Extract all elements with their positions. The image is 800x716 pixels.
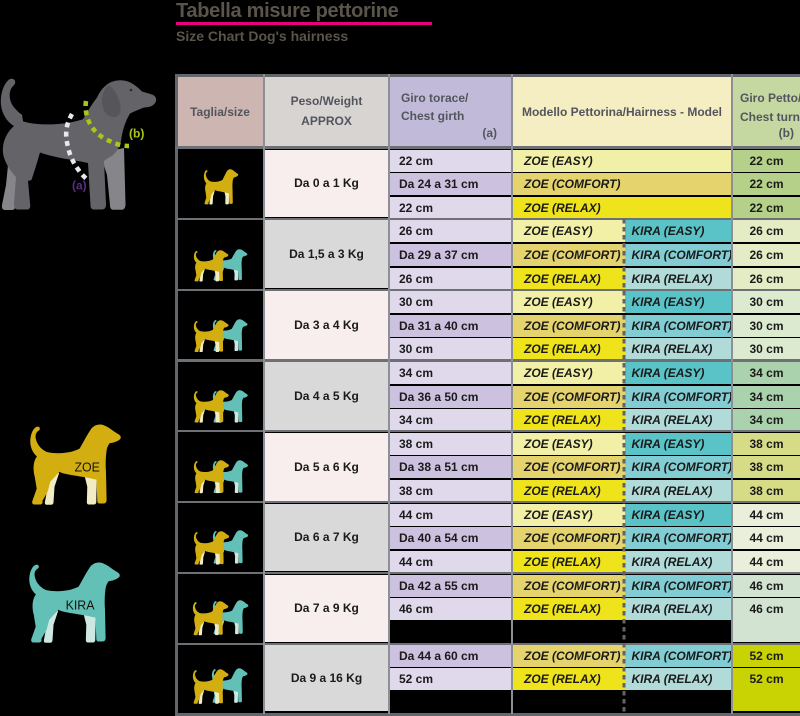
- svg-text:(a): (a): [72, 179, 87, 193]
- svg-text:KIRA: KIRA: [66, 598, 95, 612]
- svg-text:(b): (b): [129, 127, 144, 141]
- svg-text:ZOE: ZOE: [75, 460, 100, 474]
